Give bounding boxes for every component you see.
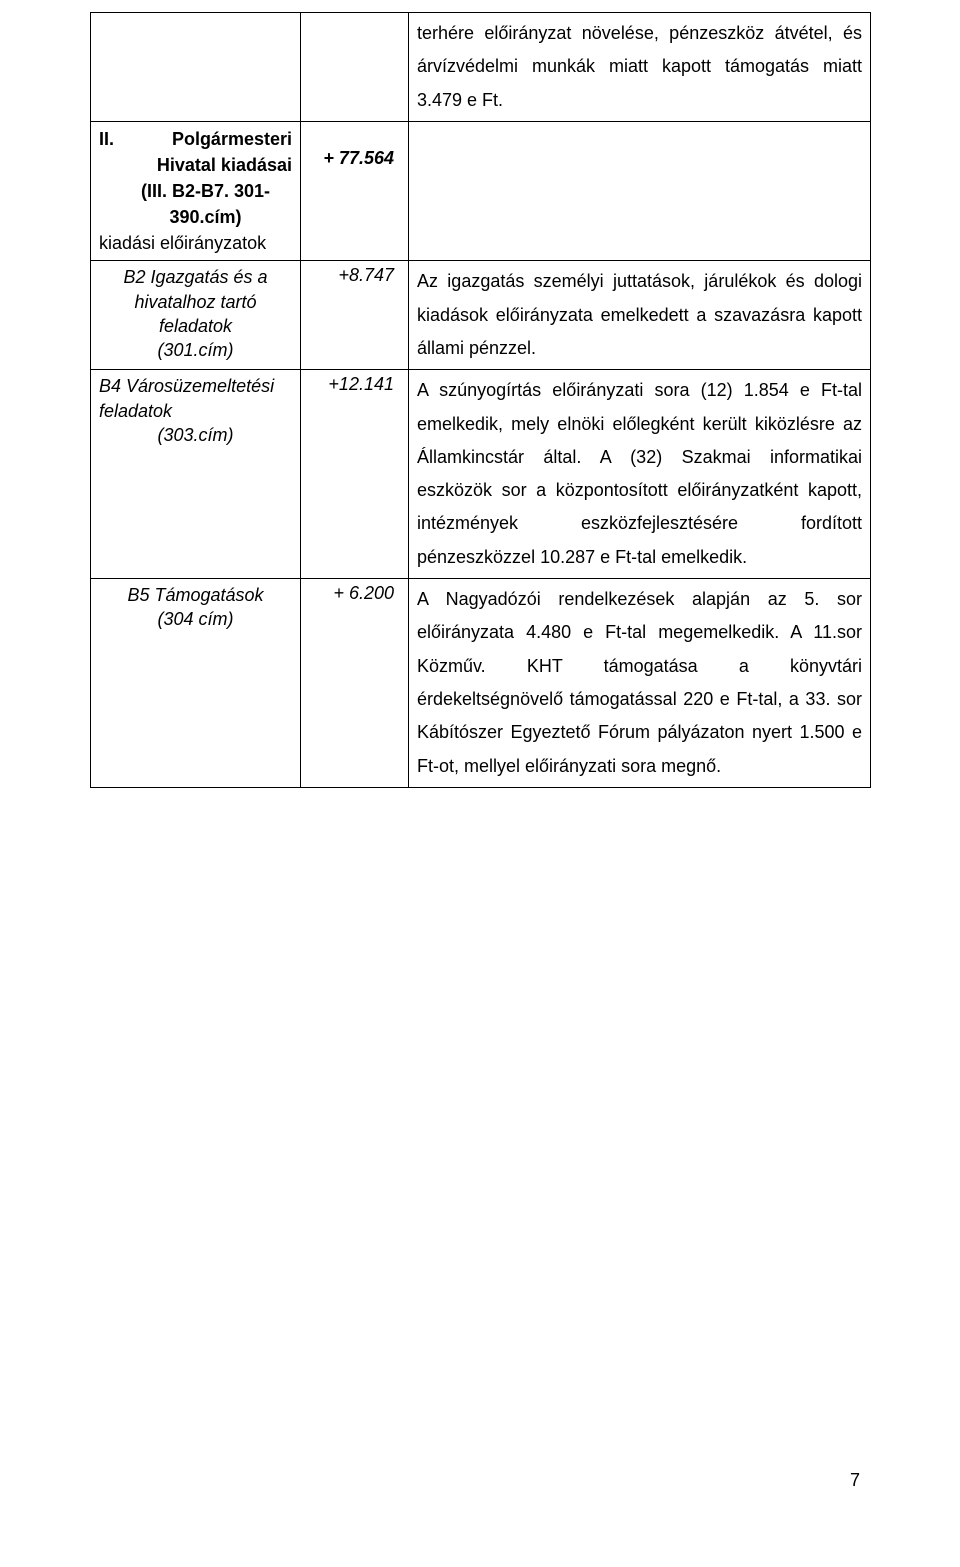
table-row: B5 Támogatások (304 cím) + 6.200 A Nagya…	[91, 579, 871, 788]
table-row: B2 Igazgatás és a hivatalhoz tartó felad…	[91, 261, 871, 370]
row-sub: (303.cím)	[99, 423, 292, 447]
col2-cell: +12.141	[301, 370, 409, 579]
col2-cell: + 6.200	[301, 579, 409, 788]
row-label: B2 Igazgatás és a hivatalhoz tartó felad…	[99, 265, 292, 338]
col3-cell: terhére előirányzat növelése, pénzeszköz…	[409, 13, 871, 122]
col1-cell: B5 Támogatások (304 cím)	[91, 579, 301, 788]
col1-cell: B2 Igazgatás és a hivatalhoz tartó felad…	[91, 261, 301, 370]
page-number: 7	[850, 1470, 860, 1491]
table-row: terhére előirányzat növelése, pénzeszköz…	[91, 13, 871, 122]
col3-cell: A Nagyadózói rendelkezések alapján az 5.…	[409, 579, 871, 788]
section-title: Polgármesteri Hivatal kiadásai	[142, 126, 292, 178]
col1-cell	[91, 13, 301, 122]
table-row: II. Polgármesteri Hivatal kiadásai (III.…	[91, 121, 871, 260]
col2-cell: + 77.564	[301, 121, 409, 260]
col2-cell	[301, 13, 409, 122]
row-label: B5 Támogatások	[99, 583, 292, 607]
row-sub: (301.cím)	[99, 338, 292, 362]
col3-cell: Az igazgatás személyi juttatások, járulé…	[409, 261, 871, 370]
col3-cell	[409, 121, 871, 260]
col2-cell: +8.747	[301, 261, 409, 370]
table-row: B4 Városüzemeltetési feladatok (303.cím)…	[91, 370, 871, 579]
row-label: B4 Városüzemeltetési feladatok	[99, 374, 292, 423]
col1-cell: B4 Városüzemeltetési feladatok (303.cím)	[91, 370, 301, 579]
col1-cell: II. Polgármesteri Hivatal kiadásai (III.…	[91, 121, 301, 260]
col3-cell: A szúnyogírtás előirányzati sora (12) 1.…	[409, 370, 871, 579]
section-plain: kiadási előirányzatok	[99, 230, 292, 256]
section-prefix: II.	[99, 126, 114, 152]
row-sub: (304 cím)	[99, 607, 292, 631]
budget-table: terhére előirányzat növelése, pénzeszköz…	[90, 12, 871, 788]
section-sub: (III. B2-B7. 301-390.cím)	[99, 178, 292, 230]
